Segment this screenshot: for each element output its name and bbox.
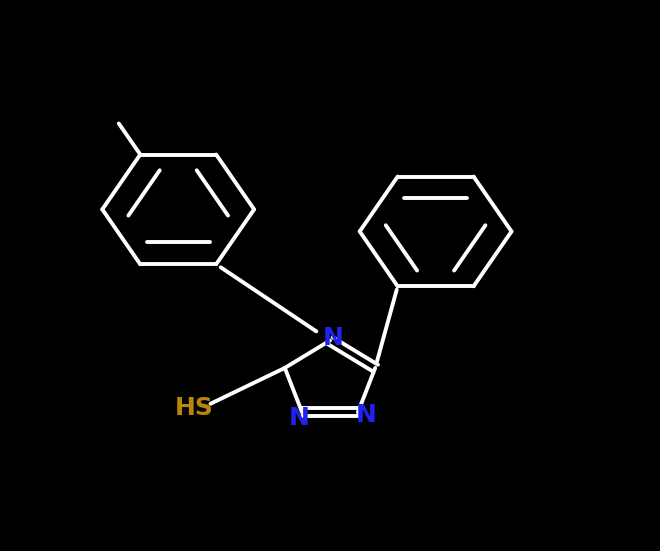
Text: HS: HS [174, 396, 213, 420]
Text: N: N [323, 326, 344, 350]
Text: N: N [356, 403, 376, 427]
Text: N: N [288, 406, 309, 430]
